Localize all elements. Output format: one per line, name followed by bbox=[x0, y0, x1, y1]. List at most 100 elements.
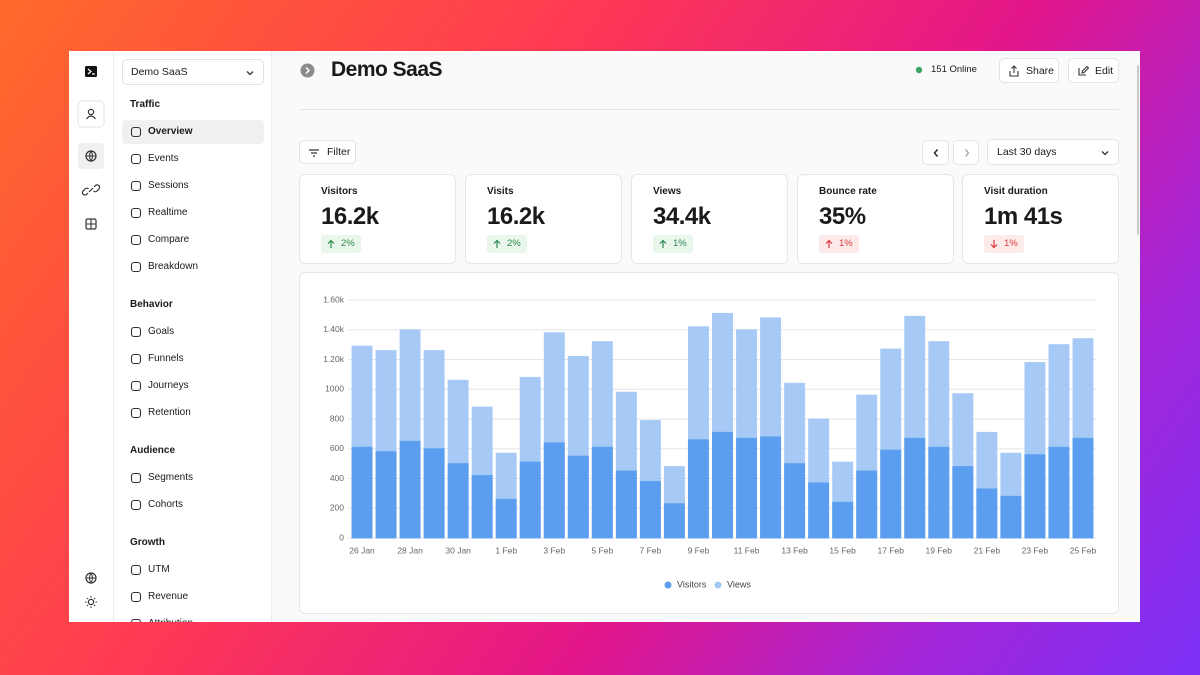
legend-label: Views bbox=[727, 579, 751, 589]
nav-label: Funnels bbox=[148, 353, 184, 364]
x-tick-label: 26 Jan bbox=[349, 545, 375, 555]
x-tick-label: 1 Feb bbox=[495, 545, 517, 555]
links-button[interactable] bbox=[81, 184, 101, 196]
bar bbox=[880, 449, 902, 539]
bar bbox=[808, 482, 830, 539]
x-tick-label: 15 Feb bbox=[829, 545, 856, 555]
bar bbox=[639, 480, 661, 539]
section-title: Behavior bbox=[130, 299, 173, 310]
nav-icon bbox=[130, 326, 142, 338]
y-tick-label: 200 bbox=[330, 503, 344, 513]
bar bbox=[760, 436, 782, 539]
section-title: Growth bbox=[130, 537, 165, 548]
metric-card: Visitors 16.2k 2% bbox=[299, 174, 456, 264]
nav-label: Sessions bbox=[148, 180, 189, 191]
nav-item[interactable]: Cohorts bbox=[122, 493, 264, 517]
legend-swatch bbox=[664, 581, 672, 589]
metric-value: 1m 41s bbox=[984, 203, 1063, 230]
bar bbox=[495, 498, 517, 539]
collapse-button[interactable] bbox=[300, 63, 315, 78]
x-tick-label: 5 Feb bbox=[591, 545, 613, 555]
bar bbox=[904, 437, 926, 539]
boards-button[interactable] bbox=[85, 218, 97, 230]
nav-item[interactable]: Segments bbox=[122, 466, 264, 490]
filter-label: Filter bbox=[327, 146, 351, 158]
divider bbox=[299, 109, 1119, 110]
metric-value: 16.2k bbox=[321, 203, 379, 230]
bar bbox=[856, 470, 878, 539]
nav-label: Events bbox=[148, 153, 179, 164]
metric-change: 2% bbox=[321, 235, 361, 253]
next-button[interactable] bbox=[953, 140, 979, 165]
date-range-select[interactable]: Last 30 days bbox=[987, 139, 1119, 165]
bar bbox=[952, 466, 974, 539]
legend-swatch bbox=[714, 581, 722, 589]
nav-icon bbox=[130, 407, 142, 419]
nav-icon bbox=[130, 234, 142, 246]
nav-item[interactable]: Events bbox=[122, 147, 264, 171]
metric-card: Visits 16.2k 2% bbox=[465, 174, 622, 264]
metric-card: Views 34.4k 1% bbox=[631, 174, 788, 264]
nav-icon bbox=[130, 126, 142, 138]
nav-item[interactable]: Compare bbox=[122, 228, 264, 252]
bar bbox=[447, 463, 469, 539]
legend-label: Visitors bbox=[677, 579, 707, 589]
previous-button[interactable] bbox=[922, 140, 949, 165]
metric-value: 34.4k bbox=[653, 203, 711, 230]
nav-icon bbox=[130, 618, 142, 622]
nav-item[interactable]: Revenue bbox=[122, 585, 264, 609]
section-title: Audience bbox=[130, 445, 176, 456]
nav-item[interactable]: Journeys bbox=[122, 374, 264, 398]
metric-change: 2% bbox=[487, 235, 527, 253]
section-title: Traffic bbox=[130, 99, 161, 110]
x-tick-label: 9 Feb bbox=[688, 545, 710, 555]
y-tick-label: 0 bbox=[339, 532, 344, 542]
filter-button[interactable]: Filter bbox=[299, 140, 356, 164]
metric-change-text: 2% bbox=[507, 238, 521, 249]
nav-item[interactable]: Retention bbox=[122, 401, 264, 425]
nav-item[interactable]: Sessions bbox=[122, 174, 264, 198]
nav-item[interactable]: Breakdown bbox=[122, 255, 264, 279]
share-label: Share bbox=[1026, 65, 1055, 77]
metric-label: Views bbox=[653, 186, 682, 197]
nav-icon bbox=[130, 261, 142, 273]
bar bbox=[712, 431, 733, 539]
bar bbox=[687, 439, 709, 539]
x-tick-label: 28 Jan bbox=[397, 545, 423, 555]
nav-item[interactable]: Overview bbox=[122, 120, 264, 144]
bar bbox=[663, 503, 685, 539]
metric-card: Visit duration 1m 41s 1% bbox=[962, 174, 1119, 264]
chart-card: 0 200 400 600 800 1000 1.20k 1.40k 1.60k 26 Jan 28… bbox=[299, 272, 1119, 614]
metric-label: Bounce rate bbox=[819, 186, 877, 197]
x-tick-label: 13 Feb bbox=[781, 545, 808, 555]
theme-button[interactable] bbox=[85, 596, 97, 608]
nav-item[interactable]: Realtime bbox=[122, 201, 264, 225]
bar bbox=[519, 461, 541, 539]
site-selector[interactable]: Demo SaaS bbox=[122, 59, 264, 85]
chevron bbox=[246, 71, 254, 76]
nav-icon bbox=[130, 499, 142, 511]
nav-item[interactable]: UTM bbox=[122, 558, 264, 582]
edit-button[interactable]: Edit bbox=[1068, 58, 1119, 83]
nav-label: Attribution bbox=[148, 617, 193, 622]
nav-label: Breakdown bbox=[148, 261, 199, 272]
metric-value: 35% bbox=[819, 203, 866, 230]
bar bbox=[976, 488, 998, 539]
nav-icon bbox=[130, 591, 142, 603]
bar bbox=[423, 448, 445, 539]
nav-icon bbox=[130, 380, 142, 392]
nav-icon bbox=[130, 472, 142, 484]
sidebar: Demo SaaS Traffic Overview Events Sessions R… bbox=[114, 51, 272, 622]
nav-item[interactable]: Goals bbox=[122, 320, 264, 344]
nav-item[interactable]: Funnels bbox=[122, 347, 264, 371]
metric-label: Visit duration bbox=[984, 186, 1048, 197]
nav-icon bbox=[130, 153, 142, 165]
y-tick-label: 600 bbox=[330, 443, 344, 453]
language-button[interactable] bbox=[85, 572, 97, 584]
nav-label: Journeys bbox=[148, 380, 189, 391]
share-button[interactable]: Share bbox=[999, 58, 1059, 83]
page-title: Demo SaaS bbox=[331, 58, 443, 81]
nav-item[interactable]: Attribution bbox=[122, 612, 264, 622]
y-tick-label: 400 bbox=[330, 473, 344, 483]
